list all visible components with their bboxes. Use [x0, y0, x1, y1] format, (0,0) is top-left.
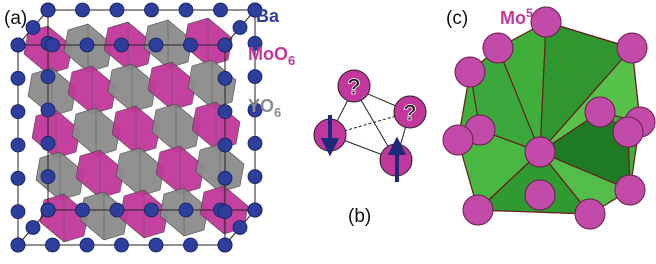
- ba-atom: [218, 38, 232, 52]
- question-mark: ?: [347, 74, 360, 99]
- ba-atom: [26, 21, 40, 35]
- ba-atom: [26, 221, 40, 235]
- ba-atom: [41, 3, 55, 17]
- ba-atom: [110, 3, 124, 17]
- ba-atom: [218, 71, 232, 85]
- ba-atom: [149, 238, 163, 252]
- ba-atom: [11, 105, 25, 119]
- ba-atom: [145, 203, 159, 217]
- question-mark: ?: [403, 100, 416, 125]
- ba-atom: [248, 136, 262, 150]
- ba-atom: [41, 70, 55, 84]
- ba-atom: [115, 238, 129, 252]
- mo-atom: [585, 97, 615, 127]
- mo-atom: [525, 180, 555, 210]
- ba-atom: [184, 238, 198, 252]
- mo-atom: [575, 199, 605, 229]
- ba-atom: [76, 3, 90, 17]
- ba-atom: [218, 205, 232, 219]
- mo-atom: [455, 57, 485, 87]
- panel-b: [314, 70, 426, 182]
- ba-atom: [41, 103, 55, 117]
- legend-ba: Ba: [256, 6, 280, 26]
- formula: Mo: [500, 8, 526, 28]
- ba-atom: [218, 105, 232, 119]
- ba-atom: [145, 3, 159, 17]
- superscript: 5+: [526, 6, 540, 20]
- ba-atom: [184, 38, 198, 52]
- ba-atom: [11, 205, 25, 219]
- ba-atom: [179, 3, 193, 17]
- ba-atom: [248, 170, 262, 184]
- ba-atom: [248, 70, 262, 84]
- ba-atom: [76, 203, 90, 217]
- subscript: 6: [274, 105, 281, 120]
- ba-atom: [233, 21, 247, 35]
- formula: YO: [248, 96, 274, 116]
- ba-atom: [11, 238, 25, 252]
- ba-atom: [11, 171, 25, 185]
- panel-a: [11, 3, 262, 252]
- ba-atom: [115, 38, 129, 52]
- ba-atom: [214, 3, 228, 17]
- ba-atom: [46, 38, 60, 52]
- mo-atom: [443, 125, 473, 155]
- panel-label: (b): [348, 206, 371, 227]
- ba-atom: [233, 221, 247, 235]
- ba-atom: [46, 238, 60, 252]
- formula: MoO: [248, 44, 288, 64]
- ba-atom: [11, 138, 25, 152]
- ba-atom: [41, 136, 55, 150]
- ba-atom: [179, 203, 193, 217]
- mo-atom: [525, 137, 555, 167]
- ba-atom: [110, 203, 124, 217]
- panel-label: (c): [446, 8, 468, 29]
- subscript: 6: [288, 53, 295, 68]
- ba-atom: [218, 238, 232, 252]
- ba-atom: [218, 171, 232, 185]
- mo-atom: [617, 33, 647, 63]
- ba-atom: [149, 38, 163, 52]
- panel-label: (a): [4, 8, 27, 29]
- ba-atom: [11, 38, 25, 52]
- mo-atom: [483, 33, 513, 63]
- mo-atom: [463, 195, 493, 225]
- ba-atom: [218, 138, 232, 152]
- figure: (a) Ba MoO6 YO6 ? ? (b) (c) Mo5+: [0, 0, 656, 264]
- mo-atom: [613, 117, 643, 147]
- ba-atom: [11, 71, 25, 85]
- ba-atom: [80, 238, 94, 252]
- ba-atom: [80, 38, 94, 52]
- ba-atom: [41, 203, 55, 217]
- mo-atom: [615, 175, 645, 205]
- ba-atom: [248, 203, 262, 217]
- ba-atom: [41, 170, 55, 184]
